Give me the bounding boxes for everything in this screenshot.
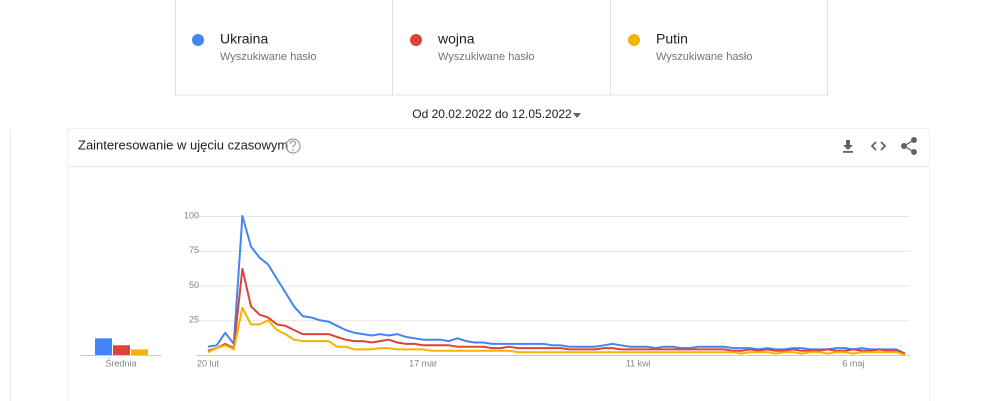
- legend-subtitle: Wyszukiwane hasło: [438, 51, 535, 63]
- y-tick-label: 75: [189, 245, 199, 255]
- legend-subtitle: Wyszukiwane hasło: [220, 51, 317, 63]
- average-bar: [95, 338, 112, 355]
- average-label: Średnia: [105, 357, 136, 368]
- legend-name[interactable]: Putin: [656, 31, 688, 47]
- series-line: [207, 306, 906, 356]
- average-bar: [113, 345, 130, 355]
- legend-dot[interactable]: [410, 34, 422, 46]
- series-line: [207, 267, 906, 355]
- average-bar: [131, 349, 148, 355]
- series-line: [207, 215, 906, 355]
- dropdown-arrow[interactable]: [573, 113, 581, 118]
- y-tick-label: 25: [189, 315, 199, 325]
- x-tick-label: 17 mar: [409, 358, 437, 368]
- x-tick-label: 20 lut: [197, 358, 220, 368]
- download-icon[interactable]: [843, 140, 853, 153]
- legend-box: [175, 0, 828, 96]
- share-icon[interactable]: [901, 137, 917, 155]
- legend-subtitle: Wyszukiwane hasło: [656, 51, 753, 63]
- y-tick-label: 100: [184, 210, 199, 220]
- y-tick-label: 50: [189, 280, 199, 290]
- legend-name[interactable]: Ukraina: [220, 31, 268, 47]
- embed-icon[interactable]: [870, 141, 887, 151]
- x-tick-label: 11 kwi: [626, 358, 651, 368]
- legend-dot[interactable]: [628, 34, 640, 46]
- panel-title: Zainteresowanie w ujęciu czasowym: [78, 137, 288, 152]
- x-tick-label: 6 maj: [842, 358, 864, 368]
- date-range[interactable]: Od 20.02.2022 do 12.05.2022: [412, 107, 572, 121]
- legend-dot[interactable]: [192, 34, 204, 46]
- legend-name[interactable]: wojna: [437, 31, 475, 47]
- help-icon[interactable]: [285, 138, 301, 154]
